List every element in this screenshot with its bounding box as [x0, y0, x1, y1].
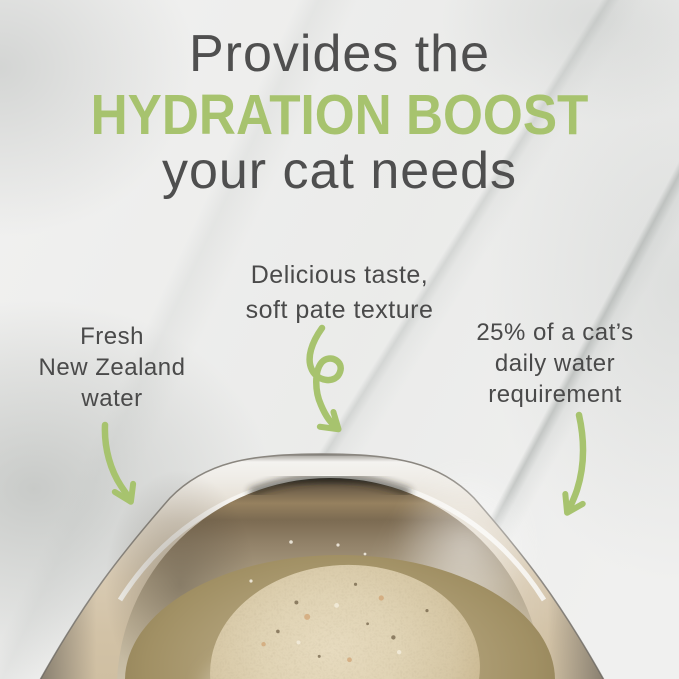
- curved-arrow-left: [101, 421, 137, 505]
- callout-taste-line-1: Delicious taste,: [250, 261, 429, 289]
- callout-daily-requirement: 25% of a cat’s daily water requirement: [458, 317, 652, 410]
- callout-requirement-line-1: 25% of a cat’s: [476, 319, 634, 346]
- callout-water-line-1: Fresh: [80, 323, 144, 350]
- callout-taste: Delicious taste, soft pate texture: [0, 258, 679, 328]
- callout-water-line-3: water: [81, 385, 143, 412]
- annotation-arrows: [101, 324, 587, 516]
- stainless-steel-bowl: [39, 453, 605, 679]
- water-droplets: [249, 540, 367, 583]
- callout-water-source: Fresh New Zealand water: [18, 321, 206, 414]
- curly-arrow-center: [306, 324, 344, 433]
- headline-hydration-boost: HYDRATION BOOST: [90, 83, 589, 147]
- callout-requirement-line-3: requirement: [488, 381, 622, 408]
- bowl-inner-rim-shadow: [248, 474, 412, 496]
- curved-arrow-right: [562, 411, 587, 516]
- pate-patty: [210, 564, 480, 679]
- callout-requirement-line-2: daily water: [494, 350, 616, 377]
- headline-line-3: your cat needs: [161, 142, 518, 200]
- callout-taste-line-2: soft pate texture: [245, 296, 434, 324]
- callout-water-line-2: New Zealand: [38, 354, 186, 381]
- headline-line-1: Provides the: [188, 25, 491, 83]
